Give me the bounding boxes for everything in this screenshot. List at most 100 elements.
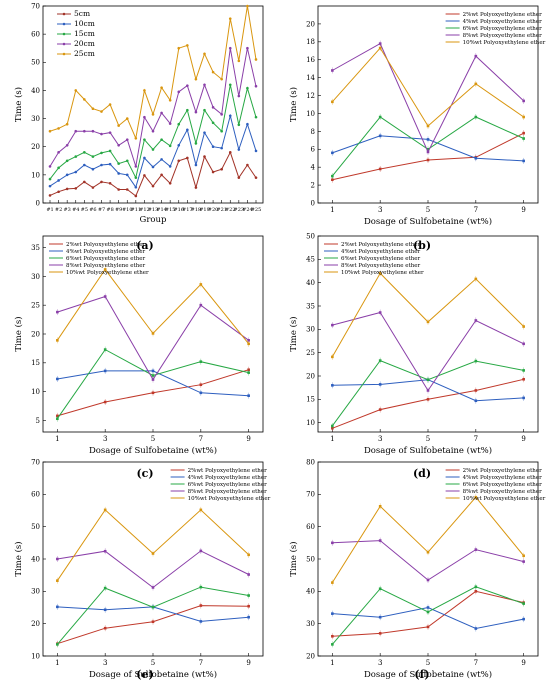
y-tick-label: 20 [306, 372, 315, 380]
y-axis-label: Time (s) [13, 87, 24, 122]
x-tick-label: 5 [426, 659, 430, 667]
data-point [134, 136, 138, 140]
data-point [194, 163, 198, 167]
x-tick-label: 3 [378, 206, 382, 214]
y-tick-label: 0 [311, 199, 315, 207]
data-point [143, 156, 146, 160]
series-line-2 [56, 348, 249, 419]
data-point [194, 77, 198, 81]
data-point [91, 107, 95, 111]
data-point [186, 84, 189, 87]
data-point [65, 144, 69, 147]
data-point [100, 151, 103, 155]
x-tick-label: #3 [63, 207, 70, 213]
y-tick-label: 5 [36, 417, 40, 425]
x-tick-label: 7 [474, 435, 478, 443]
x-tick-label: 5 [151, 659, 155, 667]
data-point [246, 122, 249, 126]
legend-entry: 10%wt Polyoxyethylene ether [341, 270, 424, 276]
y-tick-label: 2 [311, 181, 315, 189]
data-point [220, 167, 223, 171]
y-tick-label: 30 [31, 115, 40, 123]
x-axis-label: Dosage of Sulfobetaine (wt%) [364, 445, 492, 456]
data-point [83, 151, 86, 154]
data-point [74, 129, 78, 133]
x-tick-label: #20 [208, 207, 219, 213]
data-point [134, 185, 138, 189]
data-point [194, 186, 198, 189]
series-line-0 [49, 151, 257, 197]
data-point [168, 182, 172, 185]
data-point [177, 144, 181, 147]
series-line-2 [56, 586, 249, 645]
data-point [48, 177, 52, 181]
data-point [57, 179, 60, 182]
data-point [65, 187, 69, 191]
data-point [108, 149, 112, 153]
x-tick-label: 7 [199, 435, 203, 443]
y-tick-label: 45 [306, 256, 315, 264]
data-point [134, 194, 138, 198]
panel-label: (f) [414, 668, 429, 681]
legend-entry: 2%wt Polyoxyethylene ether [66, 242, 146, 248]
y-tick-label: 25 [31, 302, 40, 310]
legend-entry: 15cm [74, 29, 95, 38]
data-point [125, 159, 129, 163]
y-tick-label: 70 [306, 491, 315, 499]
y-tick-label: 30 [31, 273, 40, 281]
data-point [177, 159, 181, 163]
x-tick-label: 5 [426, 435, 430, 443]
data-point [237, 176, 241, 179]
x-tick-label: 3 [103, 435, 107, 443]
chart-panel-4: 10 20 30 40 50 60 70 1 3 5 7 9 Dosage of Sulfobetain… [13, 458, 271, 681]
data-point [160, 111, 163, 115]
data-point [151, 113, 155, 116]
panel-label: (e) [136, 668, 153, 681]
legend-entry: 2%wt Polyoxyethylene ether [463, 468, 543, 474]
legend-entry: 2%wt Polyoxyethylene ether [341, 242, 421, 248]
y-tick-label: 35 [306, 302, 315, 310]
legend-entry: 4%wt Polyoxyethylene ether [66, 249, 146, 255]
data-point [177, 46, 181, 50]
y-tick-label: 50 [31, 523, 40, 531]
legend-entry: 8%wt Polyoxyethylene ether [463, 489, 543, 495]
data-point [57, 190, 60, 194]
y-tick-label: 0 [36, 199, 40, 207]
x-tick-label: 9 [521, 206, 525, 214]
legend-entry: 8%wt Polyoxyethylene ether [463, 33, 543, 39]
x-tick-label: 1 [330, 659, 334, 667]
data-point [83, 163, 86, 167]
data-point [160, 138, 163, 141]
y-tick-label: 30 [31, 588, 40, 596]
x-tick-label: #19 [199, 207, 210, 213]
y-axis-label: Time (s) [13, 541, 24, 576]
data-point [57, 151, 60, 154]
legend-entry: 6%wt Polyoxyethylene ether [66, 256, 146, 262]
y-tick-label: 40 [31, 87, 40, 95]
series-line-3 [332, 540, 524, 581]
data-point [246, 4, 249, 8]
data-point [228, 114, 232, 118]
data-point [151, 165, 155, 169]
data-point [186, 108, 189, 112]
series-line-4 [331, 272, 525, 358]
legend-entry: 6%wt Polyoxyethylene ether [463, 482, 543, 488]
data-point [168, 165, 172, 168]
legend-entry: 10%wt Polyoxyethylene ether [463, 496, 546, 502]
data-point [108, 162, 112, 166]
data-point [237, 148, 241, 151]
y-tick-label: 30 [306, 620, 315, 628]
data-point [100, 180, 103, 184]
data-point [246, 163, 249, 167]
x-tick-label: #10 [122, 207, 133, 213]
x-tick-label: #13 [148, 207, 159, 213]
data-point [177, 90, 181, 94]
x-tick-label: #23 [234, 207, 245, 213]
data-point [237, 94, 241, 98]
data-point [246, 86, 249, 90]
x-tick-label: #18 [191, 207, 202, 213]
x-tick-label: #15 [165, 207, 176, 213]
data-point [74, 89, 78, 92]
data-point [160, 86, 163, 89]
x-tick-label: 9 [246, 659, 250, 667]
